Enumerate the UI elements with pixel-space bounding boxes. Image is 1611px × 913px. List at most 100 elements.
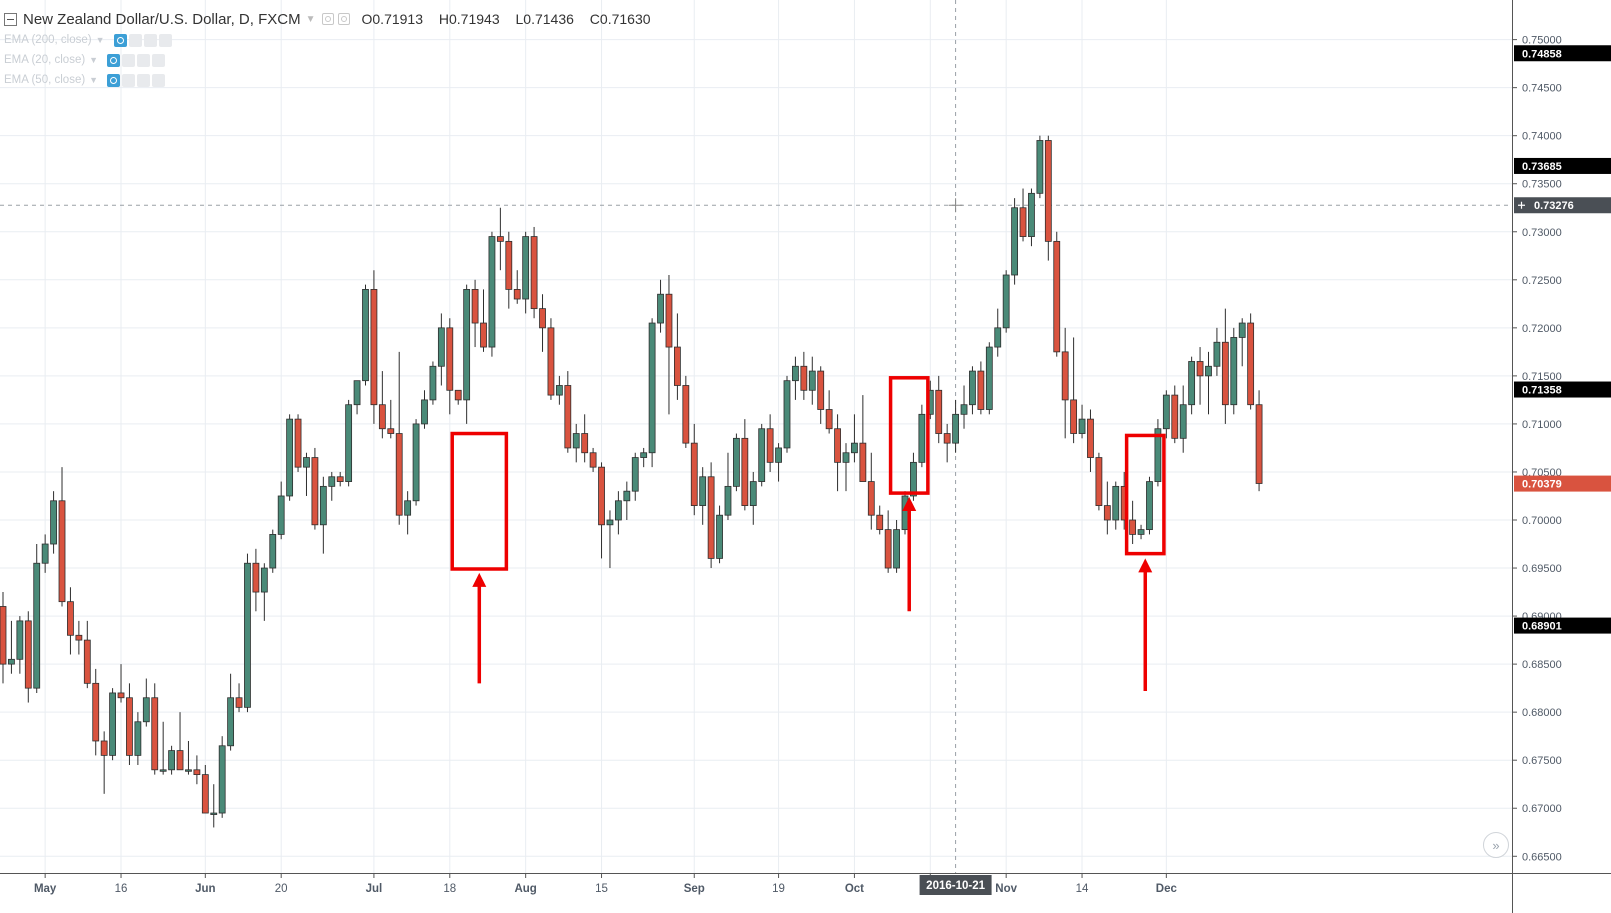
- candle: [1247, 313, 1255, 410]
- candle-body: [1070, 399, 1078, 434]
- candle: [1137, 524, 1145, 540]
- candle: [631, 452, 639, 501]
- candle: [328, 471, 336, 501]
- candle-body: [176, 750, 184, 771]
- price-tick-label: 0.71500: [1522, 371, 1562, 383]
- price-tick-label: 0.72500: [1522, 275, 1562, 287]
- candle-body: [1137, 529, 1145, 535]
- price-tick-label: 0.69500: [1522, 563, 1562, 575]
- crosshair-price-background: [1514, 197, 1611, 214]
- price-tick-label: 0.74500: [1522, 83, 1562, 95]
- candle: [412, 419, 420, 506]
- candle: [58, 467, 66, 607]
- study-ema-50[interactable]: EMA (50, close) ▼: [4, 72, 167, 88]
- candle: [985, 342, 993, 415]
- candle-body: [589, 452, 597, 468]
- gear-icon[interactable]: [122, 73, 136, 87]
- annotation-box: [1124, 433, 1166, 556]
- eye-icon[interactable]: [113, 33, 127, 47]
- close-icon[interactable]: [152, 53, 166, 67]
- study-ema-20[interactable]: EMA (20, close) ▼: [4, 52, 167, 68]
- candle-body: [631, 457, 639, 492]
- candle-body: [918, 413, 926, 463]
- price-tick-label: 0.73500: [1522, 179, 1562, 191]
- candle-body: [227, 697, 235, 747]
- candle: [817, 366, 825, 424]
- study-label: EMA (50, close): [4, 74, 86, 86]
- settings-icon[interactable]: [321, 13, 334, 25]
- chevron-down-icon[interactable]: ▼: [305, 13, 316, 25]
- candle: [319, 476, 327, 554]
- candle: [834, 414, 841, 492]
- candle-body: [235, 697, 243, 708]
- candle-body: [294, 418, 302, 468]
- candle: [901, 491, 909, 535]
- candle: [463, 284, 471, 424]
- candle-body: [564, 385, 572, 449]
- candle: [480, 289, 487, 352]
- candle-body: [362, 289, 369, 382]
- candle-body: [269, 534, 277, 569]
- candle-body: [716, 514, 723, 559]
- close-icon[interactable]: [152, 73, 166, 87]
- plus-icon[interactable]: [143, 33, 157, 47]
- price-tick-label: 0.74000: [1522, 131, 1562, 143]
- candle: [109, 688, 116, 761]
- candle-body: [1036, 140, 1044, 194]
- high-value: H0.71943: [438, 11, 500, 27]
- candle-body: [598, 466, 605, 526]
- candle: [395, 351, 403, 525]
- chevron-down-icon[interactable]: ▼: [89, 55, 99, 65]
- candle-body: [876, 514, 884, 531]
- symbol-title[interactable]: New Zealand Dollar/U.S. Dollar, D, FXCM: [23, 10, 301, 28]
- candles[interactable]: [0, 135, 1263, 828]
- candle-body: [834, 428, 841, 463]
- candle-body: [1213, 341, 1221, 367]
- gear-icon[interactable]: [122, 53, 136, 67]
- candle-body: [353, 380, 361, 406]
- candle: [699, 467, 707, 525]
- candle-body: [463, 289, 471, 401]
- candle: [606, 510, 614, 569]
- gear-icon[interactable]: [128, 33, 142, 47]
- candle-body: [1044, 140, 1052, 242]
- chevron-down-icon[interactable]: ▼: [95, 35, 105, 45]
- candle: [421, 390, 428, 429]
- candle: [665, 275, 673, 415]
- double-chevron-right-icon[interactable]: »: [1483, 832, 1509, 858]
- eye-icon[interactable]: [107, 73, 121, 87]
- candle: [749, 471, 757, 525]
- candle: [24, 611, 32, 703]
- plus-icon[interactable]: [137, 53, 151, 67]
- candle: [1213, 327, 1221, 376]
- candle: [159, 721, 167, 775]
- eye-icon[interactable]: [107, 53, 121, 67]
- candle: [252, 548, 260, 612]
- candle: [792, 356, 799, 400]
- candle: [547, 318, 555, 400]
- time-axis-background: [0, 873, 1611, 913]
- time-tick-label: Sep: [684, 883, 705, 895]
- chevron-down-icon[interactable]: ▼: [89, 75, 99, 85]
- candle: [92, 668, 100, 756]
- candle: [867, 452, 875, 530]
- candle-body: [547, 327, 555, 396]
- candle: [893, 520, 900, 573]
- close-icon[interactable]: [158, 33, 172, 47]
- gear-icon[interactable]: [337, 13, 350, 25]
- candle-body: [893, 529, 900, 569]
- plus-icon[interactable]: [137, 73, 151, 87]
- candle-body: [943, 433, 951, 444]
- candle-body: [1129, 519, 1137, 535]
- study-ema-200[interactable]: EMA (200, close) ▼: [4, 32, 174, 48]
- price-tick-label: 0.67500: [1522, 755, 1562, 767]
- minus-square-icon[interactable]: [4, 12, 17, 26]
- candle: [1205, 351, 1212, 415]
- candle-body: [1103, 505, 1111, 521]
- candle: [404, 491, 412, 535]
- candle-body: [699, 476, 707, 506]
- candle: [758, 423, 766, 487]
- candle-body: [218, 745, 226, 814]
